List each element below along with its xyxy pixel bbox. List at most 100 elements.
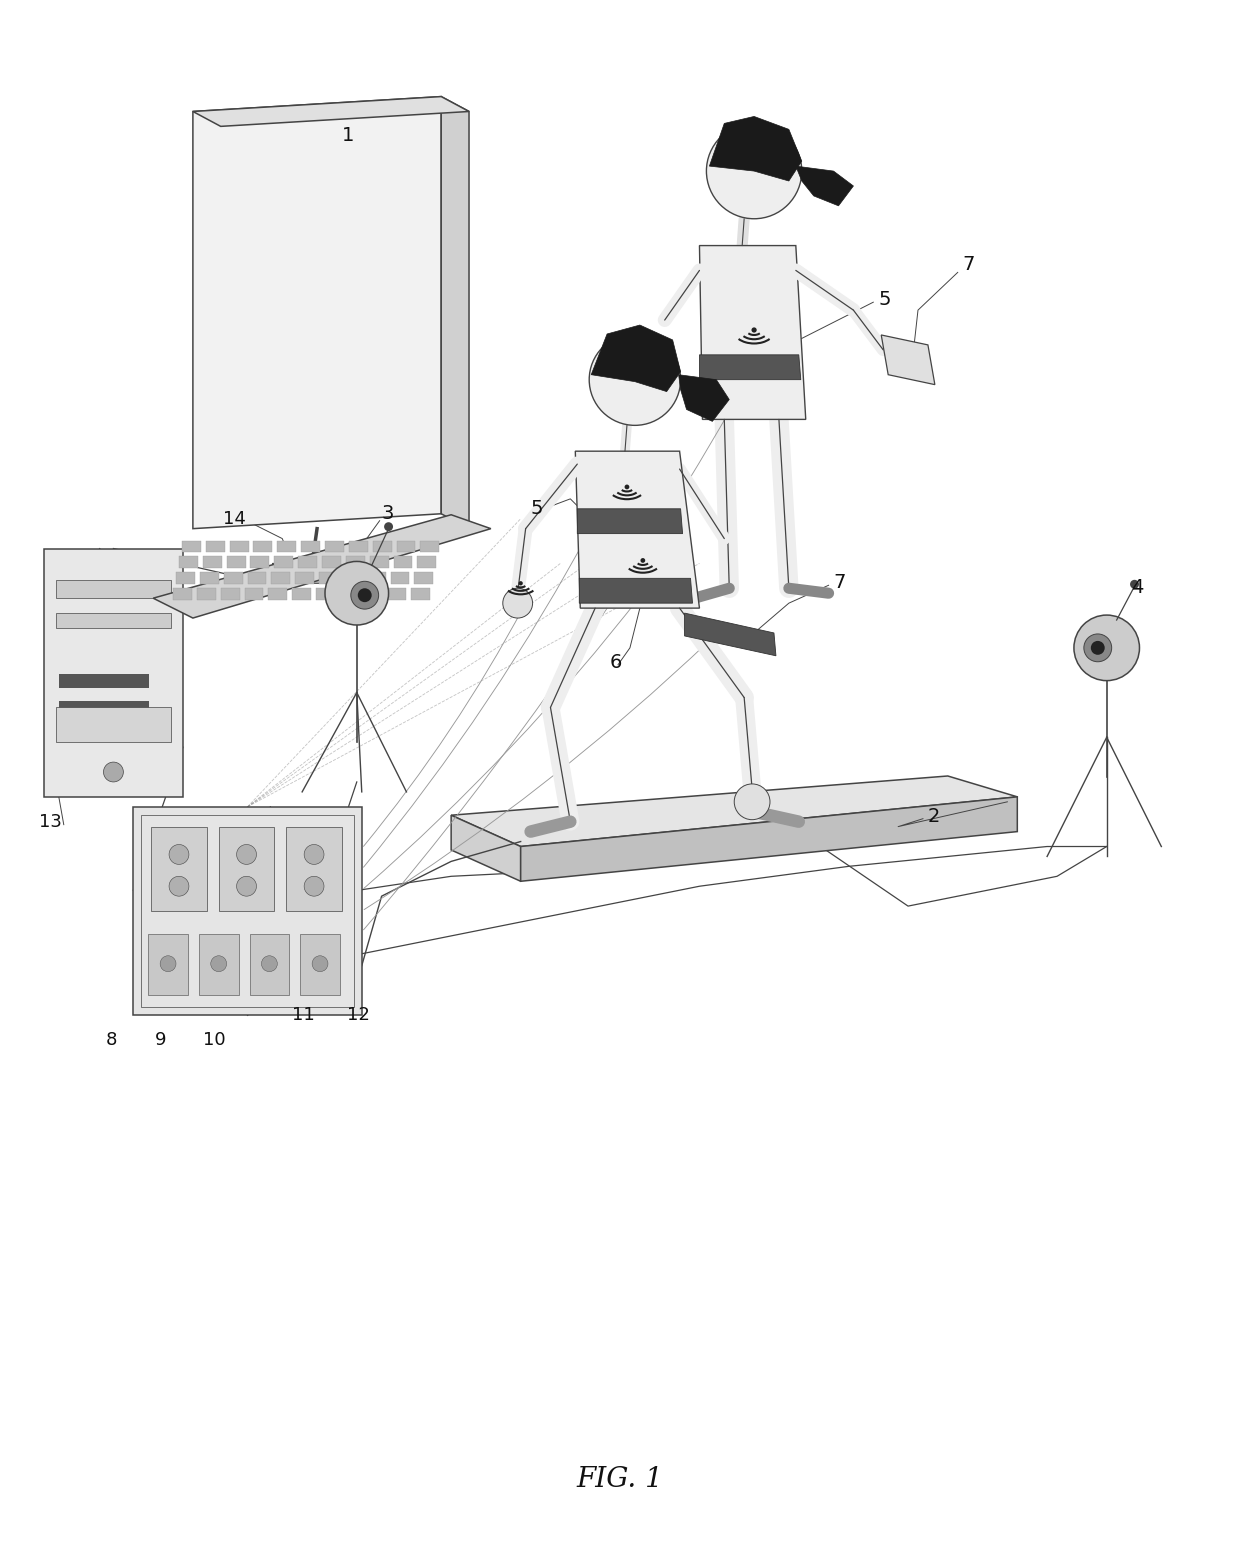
Bar: [253, 540, 273, 552]
Bar: [206, 540, 224, 552]
Text: 2: 2: [928, 806, 940, 826]
Bar: [141, 815, 353, 1007]
Circle shape: [625, 484, 630, 489]
Polygon shape: [273, 563, 362, 583]
Bar: [229, 540, 248, 552]
Circle shape: [103, 763, 123, 781]
Bar: [325, 540, 343, 552]
Circle shape: [734, 784, 770, 820]
Text: 5: 5: [878, 291, 890, 309]
Polygon shape: [684, 613, 776, 656]
Text: 13: 13: [38, 812, 62, 831]
Bar: [295, 572, 314, 585]
Bar: [412, 588, 430, 600]
Bar: [198, 934, 238, 996]
Circle shape: [358, 588, 372, 602]
Polygon shape: [451, 815, 521, 882]
Bar: [223, 572, 243, 585]
Bar: [248, 572, 267, 585]
Bar: [397, 540, 415, 552]
Polygon shape: [521, 797, 1017, 882]
Bar: [58, 673, 149, 687]
Bar: [272, 572, 290, 585]
Polygon shape: [796, 166, 853, 206]
Bar: [367, 572, 386, 585]
Polygon shape: [578, 509, 682, 534]
Bar: [218, 826, 274, 911]
Bar: [56, 707, 171, 743]
Text: 12: 12: [347, 1007, 370, 1024]
Circle shape: [312, 956, 327, 972]
Bar: [149, 934, 188, 996]
Bar: [348, 540, 368, 552]
Bar: [249, 934, 289, 996]
Circle shape: [589, 334, 681, 425]
Circle shape: [304, 876, 324, 896]
Circle shape: [237, 876, 257, 896]
Bar: [244, 588, 263, 600]
Text: FIG. 1: FIG. 1: [577, 1467, 663, 1493]
Polygon shape: [441, 96, 469, 529]
Bar: [227, 557, 246, 568]
Bar: [373, 540, 392, 552]
Bar: [250, 557, 269, 568]
Circle shape: [351, 582, 378, 610]
Bar: [343, 572, 362, 585]
Circle shape: [641, 558, 645, 563]
Text: 7: 7: [833, 574, 846, 593]
Circle shape: [751, 328, 756, 333]
Bar: [391, 572, 409, 585]
Bar: [316, 588, 335, 600]
Polygon shape: [193, 96, 441, 529]
Bar: [388, 588, 407, 600]
Circle shape: [304, 845, 324, 865]
Circle shape: [1091, 640, 1105, 654]
Bar: [393, 557, 413, 568]
Polygon shape: [699, 354, 801, 379]
Circle shape: [169, 845, 188, 865]
Polygon shape: [193, 96, 469, 127]
Bar: [300, 934, 340, 996]
Text: 7: 7: [962, 255, 975, 274]
Bar: [176, 572, 195, 585]
Circle shape: [1130, 580, 1140, 589]
Text: 4: 4: [1132, 579, 1145, 597]
Polygon shape: [882, 336, 935, 385]
Bar: [346, 557, 365, 568]
Text: 9: 9: [155, 1032, 166, 1049]
Polygon shape: [709, 116, 802, 181]
Circle shape: [262, 956, 278, 972]
Text: 3: 3: [382, 504, 394, 523]
Text: 1: 1: [342, 127, 355, 145]
Polygon shape: [451, 777, 1017, 846]
Polygon shape: [591, 325, 681, 391]
Bar: [151, 826, 207, 911]
Bar: [268, 588, 288, 600]
Circle shape: [1084, 634, 1112, 662]
Circle shape: [707, 124, 802, 218]
Polygon shape: [575, 452, 699, 608]
Bar: [301, 540, 320, 552]
Circle shape: [384, 523, 393, 531]
Bar: [174, 588, 192, 600]
Bar: [420, 540, 439, 552]
Text: 14: 14: [223, 509, 246, 528]
Bar: [58, 701, 149, 715]
Polygon shape: [579, 579, 692, 603]
Bar: [322, 557, 341, 568]
Bar: [56, 613, 171, 628]
Polygon shape: [133, 808, 362, 1015]
Bar: [278, 540, 296, 552]
Circle shape: [160, 956, 176, 972]
Text: 5: 5: [531, 498, 543, 518]
Text: 8: 8: [105, 1032, 117, 1049]
Bar: [200, 572, 218, 585]
Bar: [56, 580, 171, 599]
Bar: [221, 588, 239, 600]
Bar: [319, 572, 339, 585]
Circle shape: [518, 582, 523, 585]
Polygon shape: [678, 374, 729, 421]
Text: 11: 11: [293, 1007, 315, 1024]
Text: 10: 10: [203, 1032, 226, 1049]
Bar: [370, 557, 388, 568]
